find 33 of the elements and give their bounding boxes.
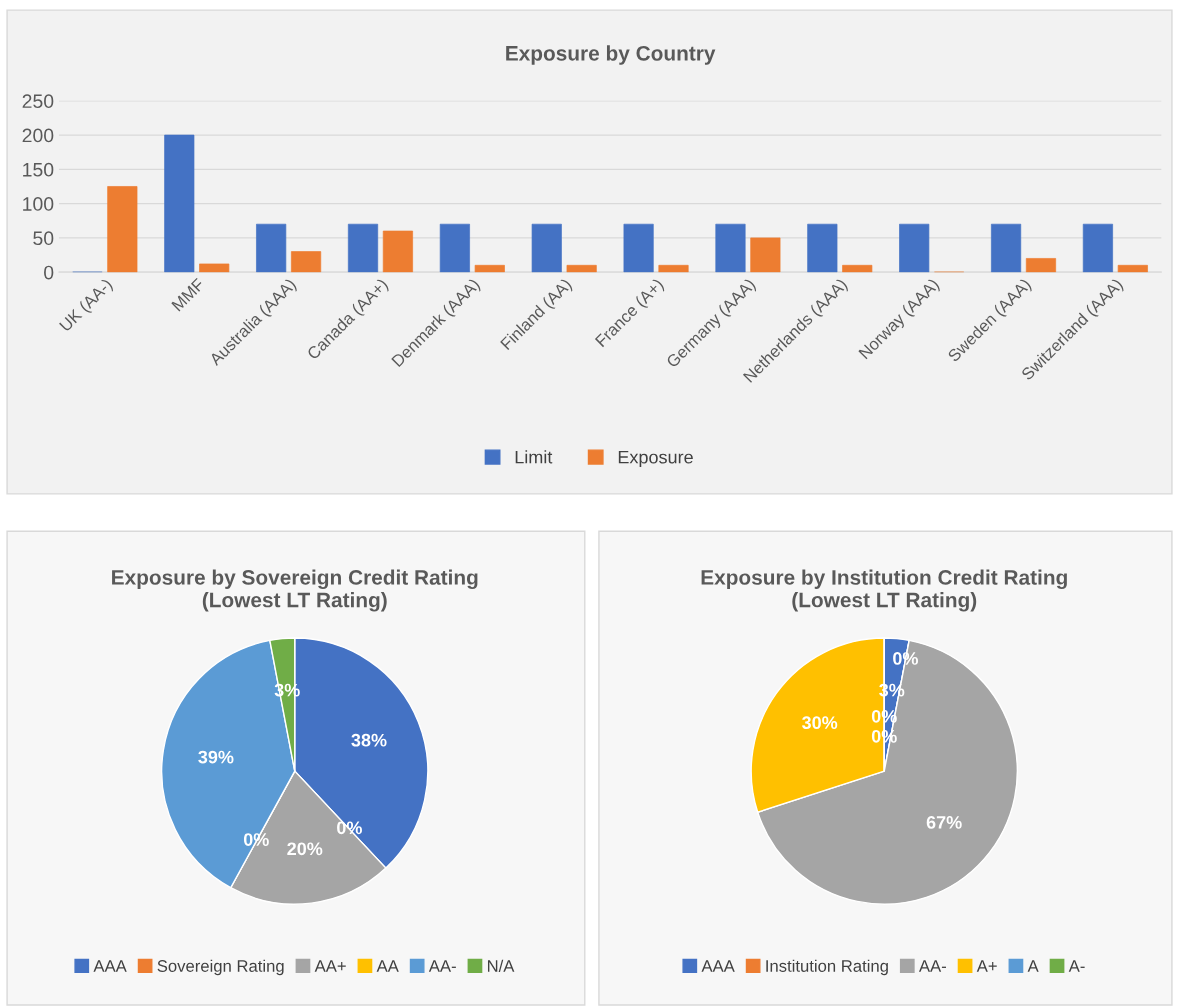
y-tick-label: 250 xyxy=(22,94,54,109)
text: 0% xyxy=(871,729,897,743)
legend-label: AA- xyxy=(918,960,946,972)
legend-label: Limit xyxy=(515,450,553,464)
legend-label: Sovereign Rating xyxy=(157,959,284,976)
y-tick-label: 50 xyxy=(33,231,54,246)
chart-title: Exposure by Sovereign Credit Rating (Lowest LT Rating) xyxy=(112,569,478,612)
legend-label: AA+ xyxy=(314,960,346,972)
legend-label: AAA xyxy=(701,960,735,972)
data-label: 20% xyxy=(287,842,323,856)
legend-label: A- xyxy=(1068,960,1085,972)
data-label: 38% xyxy=(351,733,387,747)
legend-label: A xyxy=(1027,960,1039,972)
text: 0% xyxy=(893,652,919,665)
data-label: 39% xyxy=(198,750,234,764)
chart-title: Exposure by Country xyxy=(506,45,716,65)
y-tick-label: 100 xyxy=(23,197,54,211)
data-label: 30% xyxy=(802,716,838,730)
legend-label: A+ xyxy=(976,960,997,972)
y-tick-label: 200 xyxy=(22,128,54,143)
legend-label: N/A xyxy=(487,959,515,972)
text: 0% xyxy=(871,709,897,723)
chart-title: Exposure by Institution Credit Rating (Lowest LT Rating) xyxy=(701,569,1067,612)
legend-label: AA xyxy=(376,960,399,972)
legend-label: AAA xyxy=(93,960,127,972)
y-tick-label: 0 xyxy=(44,265,54,280)
text: 0% xyxy=(337,821,362,835)
text: 0% xyxy=(243,833,269,846)
data-label: 67% xyxy=(926,815,962,829)
legend-label: Exposure xyxy=(618,450,693,468)
legend-label: Institution Rating xyxy=(766,959,888,976)
legend-label: AA- xyxy=(428,960,456,972)
y-tick-label: 150 xyxy=(23,162,54,177)
